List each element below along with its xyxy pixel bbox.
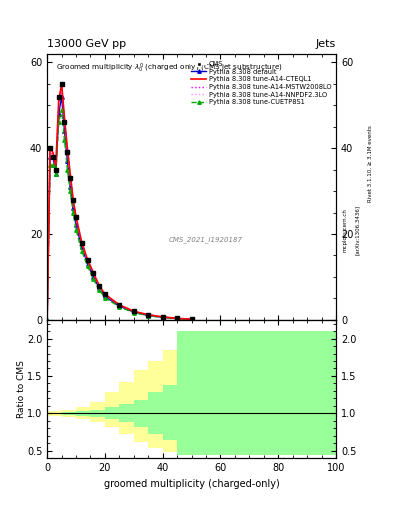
- Text: Rivet 3.1.10, ≥ 3.1M events: Rivet 3.1.10, ≥ 3.1M events: [367, 125, 373, 202]
- Text: mcplots.cern.ch: mcplots.cern.ch: [343, 208, 348, 252]
- Legend: CMS, Pythia 8.308 default, Pythia 8.308 tune-A14-CTEQL1, Pythia 8.308 tune-A14-M: CMS, Pythia 8.308 default, Pythia 8.308 …: [190, 60, 333, 107]
- Text: Groomed multiplicity $\lambda_0^0$ (charged only) (CMS jet substructure): Groomed multiplicity $\lambda_0^0$ (char…: [56, 62, 283, 75]
- X-axis label: groomed multiplicity (charged-only): groomed multiplicity (charged-only): [104, 479, 279, 488]
- Text: 13000 GeV pp: 13000 GeV pp: [47, 38, 126, 49]
- Text: Jets: Jets: [316, 38, 336, 49]
- Text: CMS_2021_I1920187: CMS_2021_I1920187: [169, 237, 243, 243]
- Y-axis label: Ratio to CMS: Ratio to CMS: [17, 360, 26, 418]
- Text: [arXiv:1306.3436]: [arXiv:1306.3436]: [354, 205, 360, 255]
